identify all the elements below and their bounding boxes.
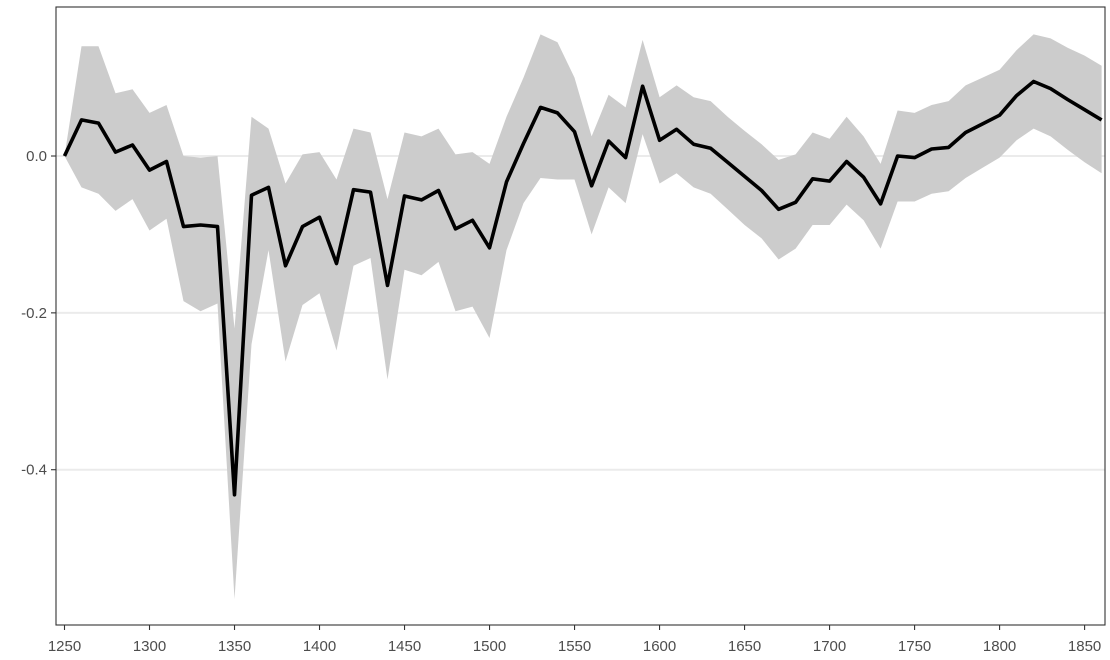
x-tick-label: 1750 bbox=[898, 638, 931, 655]
x-tick-label: 1300 bbox=[133, 638, 166, 655]
data-point bbox=[1015, 94, 1018, 97]
data-point bbox=[794, 201, 797, 204]
data-point bbox=[284, 264, 287, 267]
data-point bbox=[692, 143, 695, 146]
x-tick-label: 1450 bbox=[388, 638, 421, 655]
x-tick-label: 1850 bbox=[1068, 638, 1101, 655]
data-point bbox=[607, 140, 610, 143]
data-point bbox=[318, 216, 321, 219]
data-point bbox=[641, 85, 644, 88]
x-tick-label: 1350 bbox=[218, 638, 251, 655]
data-point bbox=[556, 111, 559, 114]
data-point bbox=[539, 106, 542, 109]
data-point bbox=[981, 122, 984, 125]
data-point bbox=[488, 246, 491, 249]
data-point bbox=[63, 155, 66, 158]
data-point bbox=[675, 128, 678, 131]
data-point bbox=[811, 177, 814, 180]
data-point bbox=[216, 225, 219, 228]
data-point bbox=[97, 122, 100, 125]
x-tick-label: 1800 bbox=[983, 638, 1016, 655]
data-point bbox=[777, 208, 780, 211]
data-point bbox=[896, 155, 899, 158]
data-point bbox=[709, 147, 712, 150]
data-point bbox=[301, 225, 304, 228]
data-point bbox=[522, 142, 525, 145]
x-tick-label: 1400 bbox=[303, 638, 336, 655]
data-point bbox=[726, 161, 729, 164]
data-point bbox=[471, 219, 474, 222]
data-point bbox=[828, 180, 831, 183]
y-tick-label: -0.2 bbox=[21, 305, 47, 322]
data-point bbox=[624, 156, 627, 159]
panel-border bbox=[55, 6, 1106, 626]
data-point bbox=[913, 156, 916, 159]
x-tick-label: 1600 bbox=[643, 638, 676, 655]
data-point bbox=[930, 147, 933, 150]
data-point bbox=[131, 144, 134, 147]
confidence-band bbox=[64, 34, 1102, 600]
data-point bbox=[879, 202, 882, 205]
data-point bbox=[267, 186, 270, 189]
data-point bbox=[148, 169, 151, 172]
data-point bbox=[658, 139, 661, 142]
y-tick-label: -0.4 bbox=[21, 462, 47, 479]
data-point bbox=[403, 195, 406, 198]
data-point bbox=[352, 188, 355, 191]
x-tick-label: 1700 bbox=[813, 638, 846, 655]
data-point bbox=[1032, 80, 1035, 83]
data-point bbox=[335, 262, 338, 265]
data-point bbox=[845, 160, 848, 163]
x-tick-label: 1250 bbox=[48, 638, 81, 655]
data-point bbox=[386, 284, 389, 287]
data-point bbox=[1100, 118, 1103, 121]
series-line-layer bbox=[62, 79, 1103, 497]
series-line bbox=[62, 79, 1103, 497]
data-point bbox=[760, 189, 763, 192]
data-point bbox=[437, 189, 440, 192]
data-point bbox=[862, 176, 865, 179]
x-tick-label: 1550 bbox=[558, 638, 591, 655]
data-point bbox=[114, 151, 117, 154]
data-point bbox=[1049, 87, 1052, 90]
data-point bbox=[505, 180, 508, 183]
data-point bbox=[369, 191, 372, 194]
y-tick-label: 0.0 bbox=[26, 148, 47, 165]
data-point bbox=[250, 194, 253, 197]
data-point bbox=[165, 160, 168, 163]
data-point bbox=[1066, 98, 1069, 101]
y-axis: 0.0 -0.2 -0.4 bbox=[21, 148, 56, 479]
data-point bbox=[573, 130, 576, 133]
data-point bbox=[233, 493, 236, 496]
data-point bbox=[743, 175, 746, 178]
data-point bbox=[199, 224, 202, 227]
data-point bbox=[454, 227, 457, 230]
data-point bbox=[964, 131, 967, 134]
x-tick-label: 1650 bbox=[728, 638, 761, 655]
data-point bbox=[590, 184, 593, 187]
x-axis: 1250 1300 1350 1400 1450 1500 1550 1600 1650 1700… bbox=[48, 625, 1101, 655]
data-point bbox=[1083, 108, 1086, 111]
x-tick-label: 1500 bbox=[473, 638, 506, 655]
data-point bbox=[998, 114, 1001, 117]
confidence-band-layer bbox=[64, 34, 1102, 600]
data-point bbox=[947, 146, 950, 149]
data-point bbox=[80, 118, 83, 121]
data-point bbox=[420, 198, 423, 201]
data-point bbox=[182, 225, 185, 228]
